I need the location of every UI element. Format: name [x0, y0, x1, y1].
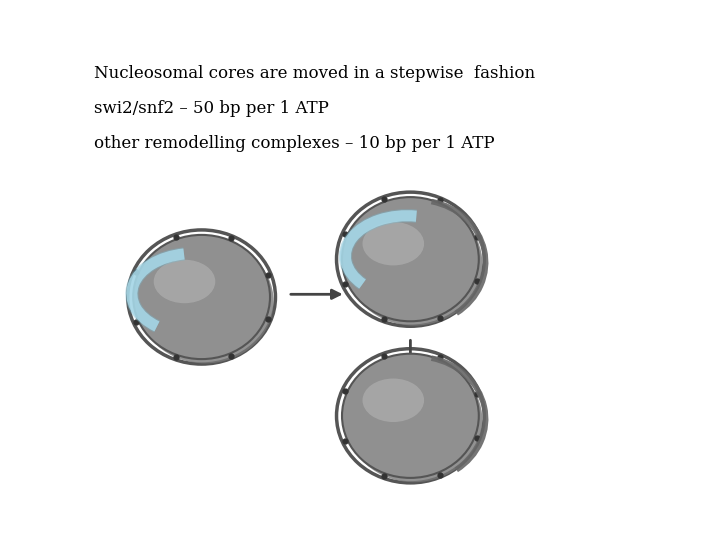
Ellipse shape	[346, 201, 482, 326]
Text: other remodelling complexes – 10 bp per 1 ATP: other remodelling complexes – 10 bp per …	[94, 135, 494, 152]
Ellipse shape	[362, 222, 424, 265]
Ellipse shape	[346, 358, 482, 482]
Ellipse shape	[154, 260, 215, 303]
Ellipse shape	[342, 197, 479, 321]
Text: Nucleosomal cores are moved in a stepwise  fashion: Nucleosomal cores are moved in a stepwis…	[94, 65, 535, 82]
Text: swi2/snf2 – 50 bp per 1 ATP: swi2/snf2 – 50 bp per 1 ATP	[94, 100, 328, 117]
Ellipse shape	[137, 239, 274, 363]
Ellipse shape	[133, 235, 270, 359]
Ellipse shape	[342, 354, 479, 478]
Ellipse shape	[362, 379, 424, 422]
